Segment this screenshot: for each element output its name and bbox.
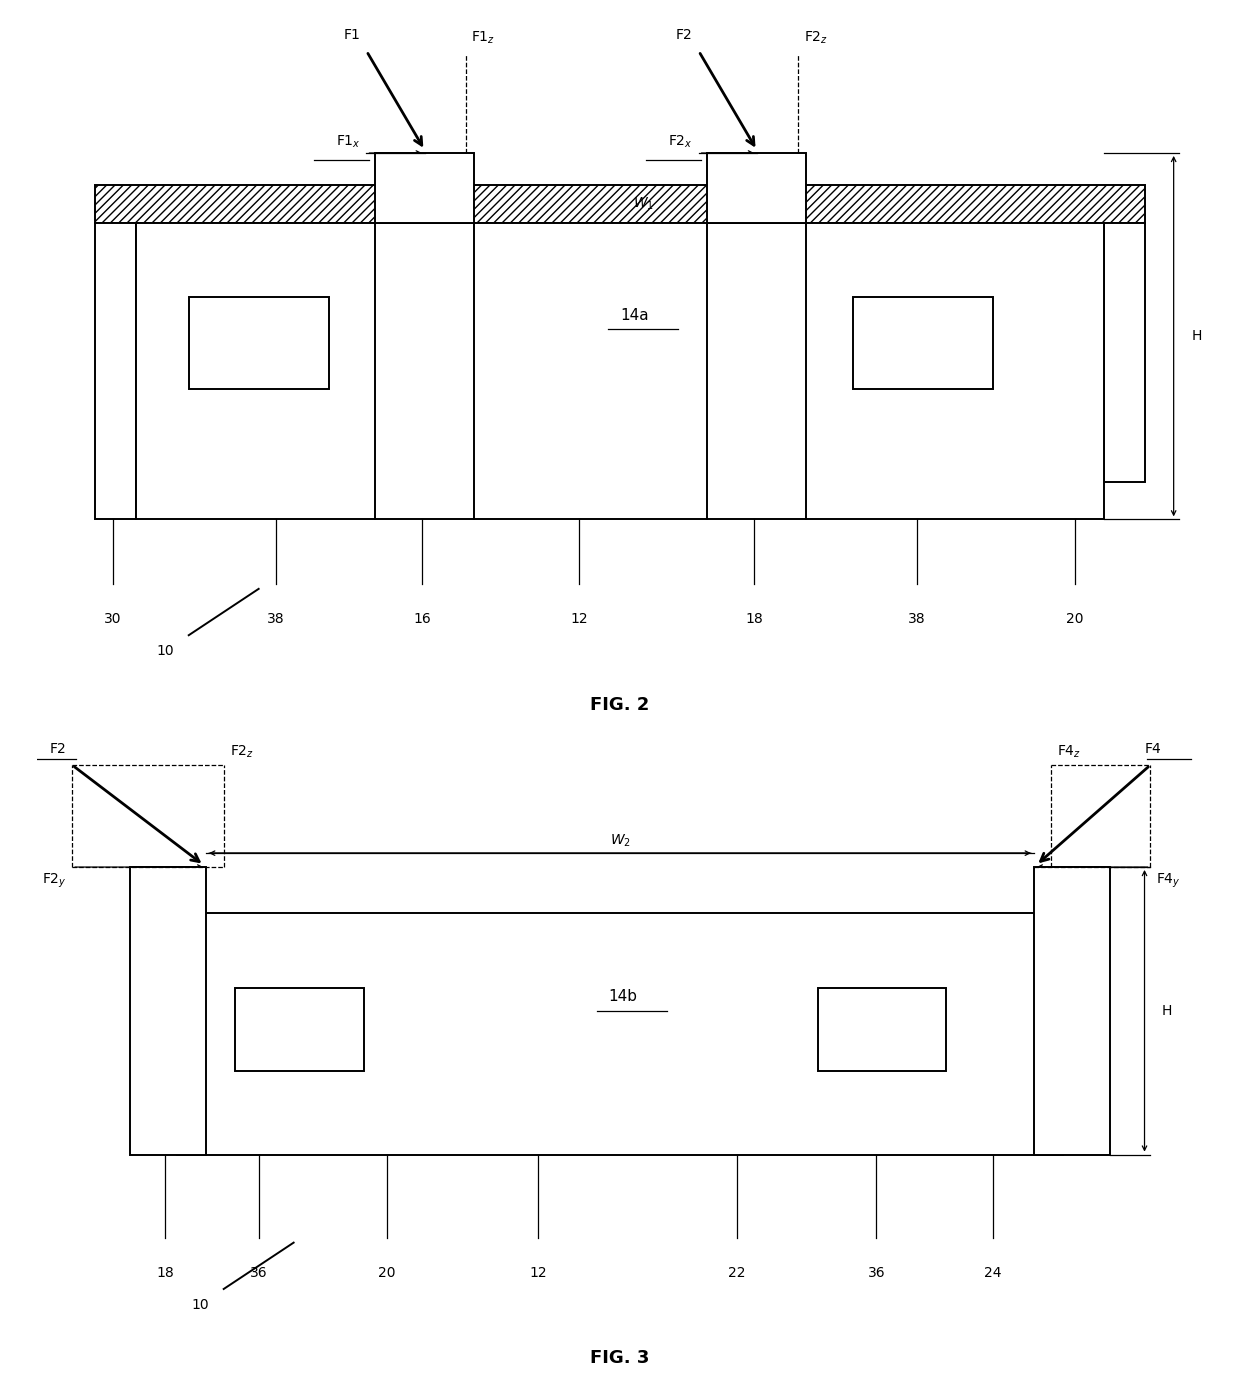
Text: F2: F2 (50, 741, 66, 755)
Text: F2: F2 (676, 28, 693, 42)
Text: 18: 18 (156, 1266, 175, 1280)
Text: 36: 36 (249, 1266, 268, 1280)
Text: F2$_y$: F2$_y$ (41, 872, 66, 890)
Text: 10: 10 (156, 644, 175, 658)
Text: FIG. 2: FIG. 2 (590, 696, 650, 714)
Bar (188, 296, 329, 389)
Text: F2$_x$: F2$_x$ (668, 134, 693, 150)
Text: F2$_z$: F2$_z$ (229, 744, 254, 761)
Text: F2$_z$: F2$_z$ (804, 31, 828, 46)
Bar (818, 988, 946, 1071)
Text: $W_2$: $W_2$ (610, 832, 630, 849)
Text: 10: 10 (191, 1298, 210, 1312)
Bar (136, 223, 1104, 519)
Text: H: H (1162, 1004, 1172, 1018)
Text: F4: F4 (1145, 741, 1162, 755)
Text: 30: 30 (104, 612, 122, 626)
Text: F1: F1 (343, 28, 361, 42)
Bar (707, 153, 806, 223)
Text: FIG. 3: FIG. 3 (590, 1349, 650, 1367)
Text: 22: 22 (728, 1266, 745, 1280)
Text: 24: 24 (985, 1266, 1002, 1280)
Bar (95, 185, 1145, 223)
Text: 38: 38 (268, 612, 285, 626)
Text: F1$_x$: F1$_x$ (336, 134, 361, 150)
Text: 12: 12 (529, 1266, 547, 1280)
Text: 14b: 14b (609, 989, 637, 1004)
Text: 14a: 14a (620, 307, 649, 323)
Text: 36: 36 (868, 1266, 885, 1280)
Text: F4$_y$: F4$_y$ (1156, 872, 1180, 890)
Text: F1$_z$: F1$_z$ (471, 31, 496, 46)
Text: 12: 12 (570, 612, 588, 626)
Bar (130, 867, 206, 1155)
Text: F4$_z$: F4$_z$ (1056, 744, 1081, 761)
Text: 20: 20 (378, 1266, 396, 1280)
Bar (177, 914, 1063, 1155)
Text: 38: 38 (909, 612, 926, 626)
Text: 18: 18 (745, 612, 763, 626)
Text: H: H (1192, 330, 1202, 344)
Bar (236, 988, 363, 1071)
Bar (1104, 223, 1145, 483)
Bar (1034, 867, 1110, 1155)
Text: 20: 20 (1066, 612, 1084, 626)
Bar (853, 296, 993, 389)
Text: $W_1$: $W_1$ (632, 196, 653, 213)
Text: 16: 16 (413, 612, 430, 626)
Bar (376, 153, 474, 223)
Bar (95, 223, 136, 519)
